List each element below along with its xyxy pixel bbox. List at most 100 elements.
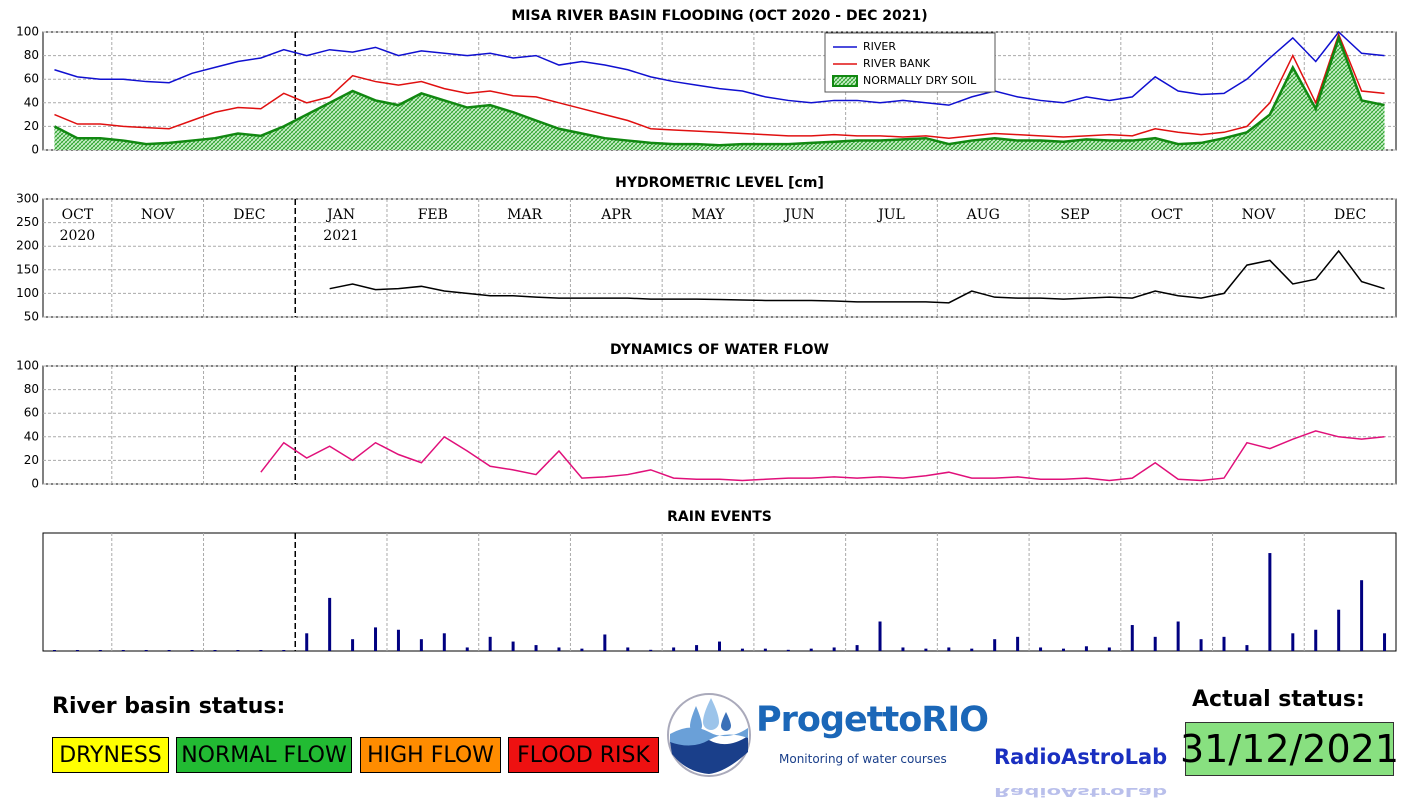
rain-bar — [259, 650, 263, 651]
rain-bar — [1383, 633, 1387, 651]
actual-title: Actual status: — [1192, 687, 1365, 712]
logo-title: ProgettoRIO — [756, 700, 989, 740]
rain-bar — [1268, 553, 1272, 651]
rain-bar — [1084, 646, 1088, 651]
rain-bar — [282, 650, 286, 651]
line — [54, 32, 1385, 139]
y-tick-label: 100 — [16, 359, 39, 373]
rain-bar — [1314, 629, 1318, 651]
rain-bar — [236, 650, 240, 651]
status-title: River basin status: — [52, 694, 286, 719]
plot-frame — [42, 532, 1397, 652]
month-label: MAY — [691, 207, 725, 223]
y-tick-label: 150 — [16, 262, 39, 276]
y-tick-label: 20 — [24, 119, 39, 133]
rain-bar — [832, 647, 836, 651]
rain-bar — [970, 648, 974, 651]
rain-bar — [98, 650, 102, 651]
y-tick-label: 300 — [16, 192, 39, 206]
rain-bar — [1222, 636, 1226, 651]
rain-bar — [1061, 648, 1065, 651]
rain-bar — [351, 639, 355, 651]
status-box: NORMAL FLOW — [176, 737, 352, 773]
y-tick-label: 60 — [24, 72, 39, 86]
status-box: FLOOD RISK — [508, 737, 659, 773]
chart-title: DYNAMICS OF WATER FLOW — [610, 342, 829, 358]
rain-bar — [144, 650, 148, 651]
rain-bar — [213, 650, 217, 651]
month-label: OCT — [62, 207, 94, 223]
rain-bar — [374, 627, 378, 651]
brand-reflection: RadioAstroLab — [994, 785, 1168, 799]
charts: MISA RIVER BASIN FLOODING (OCT 2020 - DE… — [16, 8, 1397, 652]
rain-bar — [649, 649, 653, 651]
month-label: SEP — [1060, 207, 1089, 223]
y-tick-label: 100 — [16, 25, 39, 39]
y-tick-label: 100 — [16, 286, 39, 300]
plot-frame — [42, 31, 1397, 151]
plot-frame — [42, 365, 1397, 485]
rain-bar — [580, 648, 584, 651]
month-label: NOV — [1242, 207, 1276, 223]
month-label: OCT — [1151, 207, 1183, 223]
month-label: MAR — [507, 207, 542, 223]
rain-bar — [1245, 645, 1249, 651]
rain-bar — [511, 641, 515, 651]
year-label: 2020 — [60, 228, 96, 244]
logo-icon — [667, 693, 751, 777]
month-label: APR — [600, 207, 632, 223]
month-label: FEB — [418, 207, 448, 223]
line — [329, 249, 1385, 304]
y-tick-label: 20 — [24, 453, 39, 467]
line — [53, 34, 1385, 147]
month-label: AUG — [966, 207, 1000, 223]
rain-bar — [396, 629, 400, 651]
rain-bar — [1337, 609, 1341, 651]
rain-bar — [878, 621, 882, 651]
rain-bar — [442, 633, 446, 651]
rain-bar — [947, 647, 951, 651]
actual-value: 31/12/2021 — [1180, 722, 1399, 776]
rain-bar — [1039, 647, 1043, 651]
rain-bar — [1199, 639, 1203, 651]
month-label: NOV — [141, 207, 175, 223]
line — [260, 430, 1385, 482]
rain-bar — [534, 645, 538, 651]
y-tick-label: 0 — [31, 477, 39, 491]
rain-bar — [924, 648, 928, 651]
legend-label: RIVER BANK — [863, 57, 931, 70]
rain-bar — [557, 647, 561, 651]
rain-bar — [1153, 636, 1157, 651]
y-tick-label: 250 — [16, 215, 39, 229]
month-label: JUN — [783, 207, 815, 223]
legend: RIVER RIVER BANK NORMALLY DRY SOIL — [824, 32, 996, 93]
status-box: HIGH FLOW — [360, 737, 501, 773]
legend-swatch — [832, 75, 858, 87]
rain-bar — [786, 649, 790, 651]
rain-bar — [121, 650, 125, 651]
legend-label: RIVER — [863, 40, 896, 53]
y-tick-label: 80 — [24, 48, 39, 62]
rain-bar — [1176, 621, 1180, 651]
rain-bar — [1291, 633, 1295, 651]
rain-bar — [75, 650, 79, 651]
rain-bar — [672, 647, 676, 651]
rain-bar — [52, 650, 56, 651]
logo-subtitle: Monitoring of water courses — [779, 752, 947, 766]
rain-bar — [1016, 636, 1020, 651]
rain-bar — [626, 647, 630, 651]
area — [54, 37, 1385, 150]
rain-bar — [190, 650, 194, 651]
rain-bar — [763, 648, 767, 651]
rain-bar — [603, 634, 607, 651]
rain-bar — [695, 645, 699, 651]
brand: RadioAstroLab — [994, 745, 1168, 769]
rain-bar — [465, 647, 469, 651]
month-label: JAN — [325, 207, 355, 223]
rain-bar — [1360, 580, 1364, 651]
month-label: DEC — [1334, 207, 1366, 223]
rain-bar — [740, 648, 744, 651]
rain-bar — [328, 597, 332, 651]
y-tick-label: 0 — [31, 143, 39, 157]
rain-bar — [1130, 625, 1134, 651]
